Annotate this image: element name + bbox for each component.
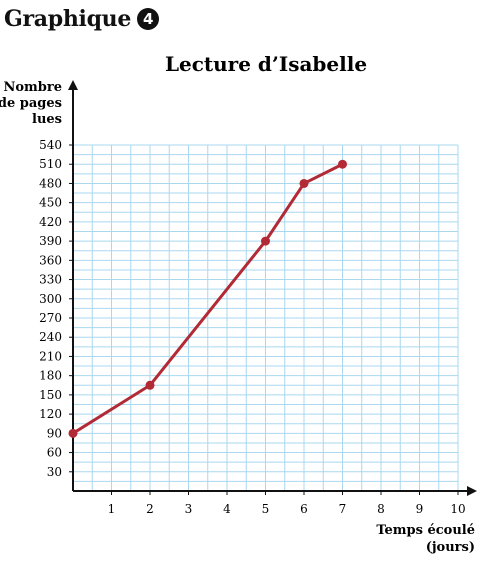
y-axis-label-line: Nombre bbox=[3, 80, 62, 95]
y-axis-label-line: de pages bbox=[0, 96, 62, 111]
x-tick-label: 7 bbox=[339, 502, 347, 516]
y-tick-label: 450 bbox=[39, 196, 62, 210]
y-tick-label: 330 bbox=[39, 273, 62, 287]
data-point bbox=[261, 236, 270, 246]
y-tick-label: 90 bbox=[47, 426, 62, 440]
x-tick-label: 8 bbox=[377, 502, 385, 516]
y-tick-label: 30 bbox=[47, 465, 62, 479]
data-point bbox=[145, 380, 155, 390]
x-tick-label: 10 bbox=[450, 502, 465, 516]
y-tick-label: 210 bbox=[39, 349, 62, 363]
data-series bbox=[68, 159, 347, 438]
y-tick-label: 270 bbox=[39, 311, 62, 325]
y-tick-label: 300 bbox=[39, 292, 62, 306]
x-tick-label: 1 bbox=[108, 502, 116, 516]
x-tick-labels: 1 2 3 4 5 6 7 8 9 10 bbox=[108, 491, 466, 516]
x-tick-label: 5 bbox=[262, 502, 270, 516]
y-tick-label: 120 bbox=[39, 407, 62, 421]
graph-number-badge: 4 bbox=[137, 8, 160, 30]
y-tick-label: 390 bbox=[39, 234, 62, 248]
data-point bbox=[299, 178, 309, 188]
x-tick-label: 4 bbox=[223, 502, 231, 516]
y-tick-label: 240 bbox=[39, 330, 62, 344]
y-tick-label: 150 bbox=[39, 388, 62, 402]
graph-heading-text: Graphique bbox=[4, 6, 132, 32]
x-axis-label: Temps écoulé (jours) bbox=[376, 523, 475, 555]
y-tick-label: 510 bbox=[39, 157, 62, 171]
y-tick-label: 420 bbox=[39, 215, 62, 229]
x-tick-label: 3 bbox=[185, 502, 193, 516]
y-tick-label: 60 bbox=[47, 446, 62, 460]
chart-axes bbox=[68, 80, 477, 496]
x-tick-label: 9 bbox=[416, 502, 424, 516]
graph-heading: Graphique 4 bbox=[4, 6, 160, 32]
y-tick-label: 360 bbox=[39, 253, 62, 267]
x-tick-label: 6 bbox=[300, 502, 308, 516]
data-point bbox=[68, 428, 78, 438]
x-axis-label-line: (jours) bbox=[426, 540, 475, 555]
y-tick-label: 180 bbox=[39, 369, 62, 383]
y-tick-labels: 30 60 90 120 150 180 210 240 270 300 330 360 390 420 4… bbox=[39, 138, 73, 479]
data-point bbox=[338, 159, 347, 169]
y-tick-label: 540 bbox=[39, 138, 62, 152]
chart-grid bbox=[72, 144, 459, 492]
y-axis-label-line: lues bbox=[32, 112, 62, 127]
x-axis-label-line: Temps écoulé bbox=[376, 523, 475, 538]
x-tick-label: 2 bbox=[146, 502, 154, 516]
chart-title: Lecture d’Isabelle bbox=[165, 52, 367, 76]
y-tick-label: 480 bbox=[39, 176, 62, 190]
